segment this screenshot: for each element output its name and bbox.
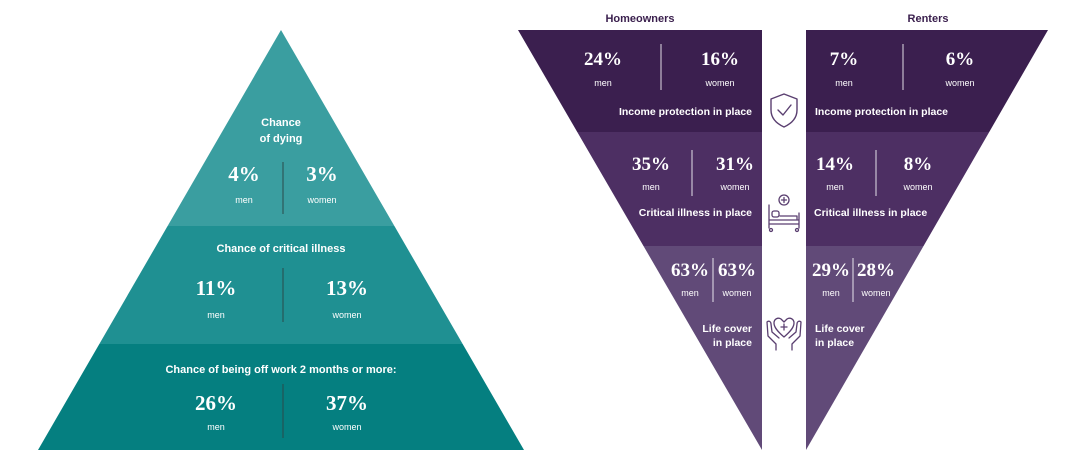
- homeowners-tier-2: [577, 132, 762, 246]
- pyramid-tier-label: of dying: [260, 133, 303, 145]
- homeowners-tier-3: [643, 246, 762, 450]
- homeowners-funnel: Homeowners 24% 16% men women Income protectio…: [518, 13, 762, 450]
- pyramid-tier-label: Chance: [261, 117, 301, 129]
- men-percentage: 63%: [671, 260, 709, 281]
- women-label: women: [306, 195, 336, 205]
- men-percentage: 24%: [584, 49, 622, 70]
- men-label: men: [594, 78, 612, 88]
- pyramid-tier-2: [99, 226, 463, 344]
- men-label: men: [826, 182, 844, 192]
- men-label: men: [681, 288, 699, 298]
- men-label: men: [207, 422, 225, 432]
- men-percentage: 4%: [228, 162, 260, 186]
- women-percentage: 6%: [946, 49, 975, 70]
- hospital-bed-icon: [768, 194, 800, 233]
- women-label: women: [721, 288, 751, 298]
- men-percentage: 11%: [196, 276, 237, 300]
- men-percentage: 7%: [830, 49, 859, 70]
- women-label: women: [719, 182, 749, 192]
- coverage-label: Life cover: [815, 323, 865, 335]
- women-percentage: 28%: [857, 260, 895, 281]
- women-label: women: [944, 78, 974, 88]
- men-label: men: [207, 310, 225, 320]
- renters-tier-3: [806, 246, 924, 450]
- coverage-label: in place: [713, 337, 752, 349]
- coverage-label: Income protection in place: [815, 106, 948, 118]
- pyramid-tier-label: Chance of critical illness: [217, 243, 346, 255]
- women-percentage: 3%: [306, 162, 338, 186]
- women-label: women: [331, 310, 361, 320]
- pyramid-tier-3: [38, 344, 524, 450]
- coverage-label: Critical illness in place: [639, 207, 752, 219]
- coverage-label: Life cover: [702, 323, 752, 335]
- homeowners-tier-1: [518, 30, 762, 132]
- women-label: women: [704, 78, 734, 88]
- risk-pyramid: Chance of dying 4% 3% men women Chance of crit…: [38, 30, 524, 450]
- men-percentage: 29%: [812, 260, 850, 281]
- pyramid-tier-1: [167, 30, 395, 226]
- homeowners-title: Homeowners: [605, 13, 674, 25]
- coverage-label: Critical illness in place: [814, 207, 927, 219]
- women-label: women: [902, 182, 932, 192]
- pyramid-tier-label: Chance of being off work 2 months or mor…: [165, 364, 396, 376]
- men-label: men: [822, 288, 840, 298]
- men-percentage: 26%: [195, 391, 237, 415]
- men-label: men: [235, 195, 253, 205]
- men-percentage: 14%: [816, 154, 854, 175]
- women-label: women: [331, 422, 361, 432]
- renters-tier-1: [806, 30, 1048, 132]
- men-label: men: [835, 78, 853, 88]
- men-label: men: [642, 182, 660, 192]
- coverage-label: in place: [815, 337, 854, 349]
- women-percentage: 13%: [326, 276, 368, 300]
- coverage-label: Income protection in place: [619, 106, 752, 118]
- women-percentage: 16%: [701, 49, 739, 70]
- women-percentage: 37%: [326, 391, 368, 415]
- renters-tier-2: [806, 132, 990, 246]
- renters-title: Renters: [908, 13, 949, 25]
- men-percentage: 35%: [632, 154, 670, 175]
- renters-funnel: Renters 7% 6% men women Income protection in …: [806, 13, 1048, 450]
- shield-check-icon: [770, 93, 798, 128]
- women-label: women: [860, 288, 890, 298]
- women-percentage: 31%: [716, 154, 754, 175]
- women-percentage: 63%: [718, 260, 756, 281]
- women-percentage: 8%: [904, 154, 933, 175]
- hands-heart-icon: [766, 317, 802, 351]
